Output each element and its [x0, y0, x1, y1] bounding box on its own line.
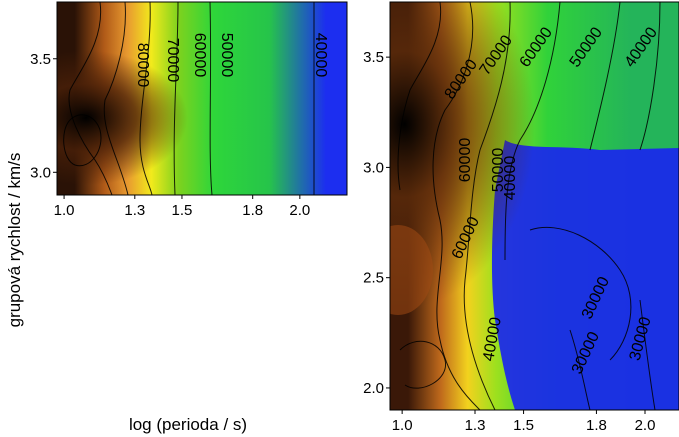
- contour-label: 60000: [191, 33, 208, 78]
- contour-line: [639, 2, 661, 151]
- x-tick-label: 1.3: [124, 202, 145, 219]
- y-tick-label: 3.0: [363, 159, 384, 176]
- contour-line: [504, 2, 561, 261]
- contour-label: 40000: [312, 33, 329, 78]
- x-tick-label: 2.0: [289, 202, 310, 219]
- contour-label: 70000: [164, 38, 181, 83]
- contour-label: 50000: [490, 148, 507, 193]
- left-x-axis: 1.0 1.3 1.5 1.8 2.0: [54, 195, 310, 219]
- y-tick-label: 2.0: [363, 380, 384, 397]
- contour-label: 60000: [457, 138, 474, 183]
- left-contour-lines: [63, 2, 315, 195]
- right-x-axis: 1.0 1.3 1.5 1.8 2.0: [392, 410, 656, 434]
- contour-line: [399, 340, 446, 389]
- x-tick-label: 1.0: [392, 417, 413, 434]
- y-tick-label: 2.5: [363, 270, 384, 287]
- contour-line: [139, 2, 153, 195]
- x-tick-label: 1.8: [586, 417, 607, 434]
- contour-label: 40000: [502, 156, 519, 201]
- contour-line: [463, 2, 511, 410]
- x-tick-label: 1.0: [54, 202, 75, 219]
- right-plot-frame: [389, 1, 679, 411]
- left-contour-labels: 80000 70000 60000 50000 40000: [134, 33, 329, 88]
- contour-line: [209, 2, 213, 195]
- right-contour-lines: [397, 2, 661, 410]
- left-plot-frame: [56, 1, 348, 196]
- y-axis-title: grupová rychlost / km/s: [5, 153, 24, 328]
- right-heatmap-hotspot: [390, 2, 679, 410]
- y-tick-label: 3.0: [30, 164, 51, 181]
- y-tick-label: 3.5: [363, 49, 384, 66]
- contour-line: [529, 226, 632, 361]
- contour-line: [639, 299, 656, 410]
- contour-line: [397, 2, 442, 191]
- contour-line: [173, 2, 179, 195]
- left-y-axis: 3.0 3.5: [30, 51, 57, 181]
- contour-label: 50000: [218, 33, 235, 78]
- left-heatmap-hotspot: [57, 2, 347, 195]
- right-y-axis: 2.0 2.5 3.0 3.5: [363, 49, 390, 397]
- contour-line: [103, 2, 129, 195]
- contour-line: [68, 2, 113, 195]
- x-tick-label: 1.5: [513, 417, 534, 434]
- x-tick-label: 1.3: [465, 417, 486, 434]
- x-tick-label: 1.5: [172, 202, 193, 219]
- right-lower-warm-region: [390, 225, 433, 315]
- contour-line: [63, 114, 102, 167]
- left-panel: 80000 70000 60000 50000 40000 1.0 1.3 1.5 1.8 2.…: [30, 1, 348, 219]
- contour-label: 80000: [134, 43, 151, 88]
- x-axis-title: log (perioda / s): [129, 415, 247, 434]
- x-tick-label: 2.0: [635, 417, 656, 434]
- y-tick-label: 3.5: [30, 51, 51, 68]
- contour-line: [569, 329, 591, 410]
- contour-line: [589, 2, 621, 151]
- contour-line: [432, 2, 481, 410]
- x-tick-label: 1.8: [242, 202, 263, 219]
